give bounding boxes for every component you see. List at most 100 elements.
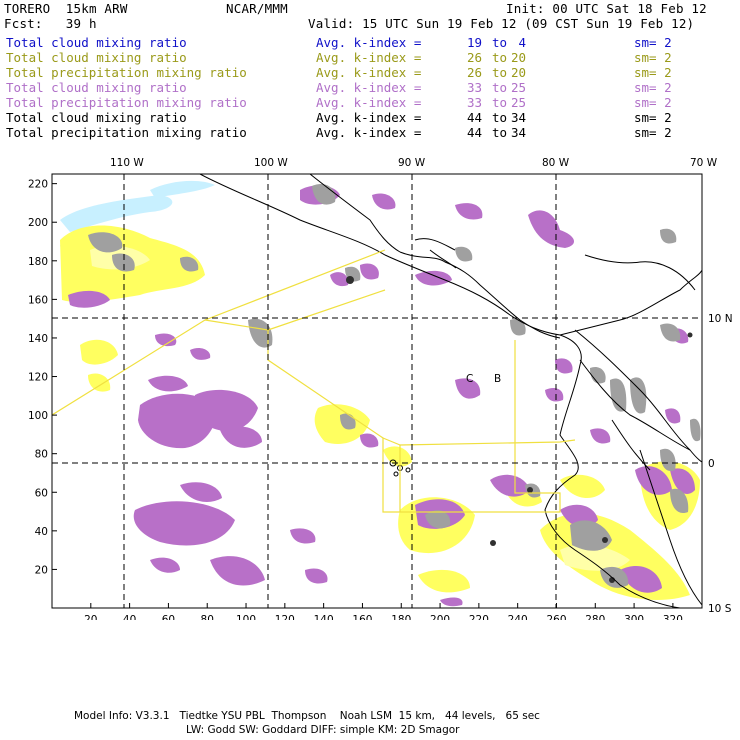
legend-field-name: Total cloud mixing ratio (6, 50, 187, 65)
legend-range-start: 26 (466, 50, 482, 65)
analysis-boxes (52, 249, 576, 513)
legend-range-start: 33 (466, 80, 482, 95)
y-tick-label: 140 (28, 333, 48, 345)
legend-range-to: to (492, 125, 508, 140)
x-tick-label: 20 (84, 614, 97, 620)
model-info-line-1: Model Info: V3.3.1 Tiedtke YSU PBL Thomp… (74, 710, 540, 722)
x-tick-label: 280 (585, 614, 605, 620)
lon-label-100w: 100 W (254, 157, 288, 169)
legend-range-end: 4 (518, 35, 526, 50)
region-label-b: B (494, 373, 501, 385)
x-tick-label: 120 (275, 614, 295, 620)
legend-smoothing: sm= 2 (634, 80, 672, 95)
legend-avg-label: Avg. k-index = (316, 35, 422, 50)
plot-frame (51, 173, 703, 609)
x-tick-label: 100 (236, 614, 256, 620)
init-time: Init: 00 UTC Sat 18 Feb 12 (506, 1, 707, 16)
coastlines (199, 174, 702, 608)
x-axis-ticks: 20 40 60 80 100 120 140 160 180 200 220 240 260 280 30… (84, 603, 683, 620)
legend-field-name: Total cloud mixing ratio (6, 35, 187, 50)
legend-row: Total precipitation mixing ratio Avg. k-i… (6, 125, 726, 140)
x-tick-label: 320 (663, 614, 683, 620)
y-tick-label: 20 (35, 564, 48, 576)
legend-row: Total cloud mixing ratio Avg. k-index = 44… (6, 110, 726, 125)
cloud-cores-dark (346, 276, 693, 583)
legend-range-end: 25 (510, 80, 526, 95)
x-tick-label: 260 (546, 614, 566, 620)
legend-row: Total cloud mixing ratio Avg. k-index = 19… (6, 35, 726, 50)
legend-range-start: 26 (466, 65, 482, 80)
legend-row: Total cloud mixing ratio Avg. k-index = 26… (6, 50, 726, 65)
legend-range-start: 44 (466, 110, 482, 125)
legend-field-name: Total precipitation mixing ratio (6, 125, 247, 140)
legend-avg-label: Avg. k-index = (316, 110, 422, 125)
x-tick-label: 140 (314, 614, 334, 620)
legend-avg-label: Avg. k-index = (316, 125, 422, 140)
legend-smoothing: sm= 2 (634, 125, 672, 140)
cloud-fields-gray (88, 183, 701, 588)
region-label-c: C (466, 373, 473, 385)
legend-avg-label: Avg. k-index = (316, 95, 422, 110)
legend-field-name: Total precipitation mixing ratio (6, 65, 247, 80)
y-tick-label: 60 (35, 487, 48, 499)
y-tick-label: 100 (28, 410, 48, 422)
x-tick-label: 300 (624, 614, 644, 620)
legend-range-end: 20 (510, 50, 526, 65)
legend-range-end: 34 (510, 125, 526, 140)
legend-range-start: 44 (466, 125, 482, 140)
legend-range-to: to (492, 80, 508, 95)
lat-label-10s: 10 S (708, 603, 732, 615)
y-tick-label: 160 (28, 294, 48, 306)
legend-smoothing: sm= 2 (634, 65, 672, 80)
x-tick-label: 40 (123, 614, 136, 620)
legend-range-to: to (492, 95, 508, 110)
legend-smoothing: sm= 2 (634, 35, 672, 50)
legend-field-name: Total cloud mixing ratio (6, 110, 187, 125)
weather-map: C B 20 40 60 80 100 120 140 160 180 200 220 240 260 2… (28, 157, 733, 620)
y-tick-label: 120 (28, 372, 48, 384)
lat-label-0: 0 (708, 458, 715, 470)
legend-avg-label: Avg. k-index = (316, 65, 422, 80)
legend-row: Total precipitation mixing ratio Avg. k-i… (6, 95, 726, 110)
legend-range-start: 33 (466, 95, 482, 110)
legend-row: Total precipitation mixing ratio Avg. k-i… (6, 65, 726, 80)
model-title: TORERO 15km ARW (4, 1, 128, 16)
legend-range-end: 34 (510, 110, 526, 125)
forecast-hour: Fcst: 39 h (4, 16, 97, 31)
x-tick-label: 80 (201, 614, 214, 620)
legend-range-to: to (492, 110, 508, 125)
legend-field-name: Total precipitation mixing ratio (6, 95, 247, 110)
legend-range-to: to (492, 50, 508, 65)
legend-field-name: Total cloud mixing ratio (6, 80, 187, 95)
lon-label-70w: 70 W (690, 157, 718, 169)
legend-smoothing: sm= 2 (634, 110, 672, 125)
lat-label-10n: 10 N (708, 313, 733, 325)
legend-smoothing: sm= 2 (634, 50, 672, 65)
lon-label-90w: 90 W (398, 157, 426, 169)
y-tick-label: 200 (28, 217, 48, 229)
x-tick-label: 220 (469, 614, 489, 620)
x-tick-label: 180 (391, 614, 411, 620)
lon-label-110w: 110 W (110, 157, 144, 169)
legend-range-end: 20 (510, 65, 526, 80)
y-tick-label: 80 (35, 449, 48, 461)
legend-avg-label: Avg. k-index = (316, 50, 422, 65)
y-tick-label: 40 (35, 526, 48, 538)
legend-range-end: 25 (510, 95, 526, 110)
valid-time: Valid: 15 UTC Sun 19 Feb 12 (09 CST Sun … (308, 16, 695, 31)
y-tick-label: 220 (28, 179, 48, 191)
legend-row: Total cloud mixing ratio Avg. k-index = 33… (6, 80, 726, 95)
legend-range-to: to (492, 35, 508, 50)
y-tick-label: 180 (28, 256, 48, 268)
lon-label-80w: 80 W (542, 157, 570, 169)
x-tick-label: 200 (430, 614, 450, 620)
lat-lon-grid (52, 174, 702, 608)
legend-range-to: to (492, 65, 508, 80)
x-tick-label: 160 (352, 614, 372, 620)
x-tick-label: 240 (508, 614, 528, 620)
legend-avg-label: Avg. k-index = (316, 80, 422, 95)
organization-label: NCAR/MMM (226, 1, 288, 16)
x-tick-label: 60 (162, 614, 175, 620)
legend-smoothing: sm= 2 (634, 95, 672, 110)
y-axis-ticks: 220 200 180 160 140 120 100 80 60 40 20 (28, 179, 57, 576)
